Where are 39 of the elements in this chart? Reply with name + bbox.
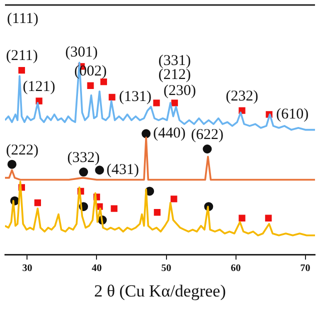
point [153,100,160,106]
point [238,214,246,222]
point [34,199,41,206]
annotation: (232) [226,88,258,105]
annotation: (222) [6,142,38,158]
point [95,166,104,175]
annotation: (301) [65,44,98,60]
point [7,160,16,169]
point [154,209,161,216]
x-tick-label: 50 [161,263,172,274]
annotation: (121) [22,78,56,95]
annotation: (331) [158,52,191,69]
annotation: (440) [153,126,186,142]
x-tick-label: 40 [92,263,102,274]
point [171,100,178,106]
annotation: (431) [106,162,140,178]
x-tick-label: 70 [300,263,310,274]
point [36,98,42,104]
annotation: (622) [191,126,224,143]
point [79,168,88,177]
point [108,94,116,100]
x-tick-label: 60 [230,263,241,274]
x-tick-label: 30 [22,263,32,274]
point [238,107,246,114]
point [18,66,26,74]
point [142,129,151,138]
annotation: (212) [158,66,191,83]
annotation: (131) [119,89,152,106]
point [110,205,118,212]
text: (111) [7,10,38,27]
annotation: (230) [164,82,196,99]
annotation: (332) [67,150,100,166]
point [202,144,212,154]
annotation: (211) [6,48,38,64]
point [265,214,272,222]
point [170,196,178,202]
point [87,82,94,89]
annotation: (610) [276,106,309,122]
x-axis-title: 2 θ (Cu Kα/degree) [94,281,226,300]
